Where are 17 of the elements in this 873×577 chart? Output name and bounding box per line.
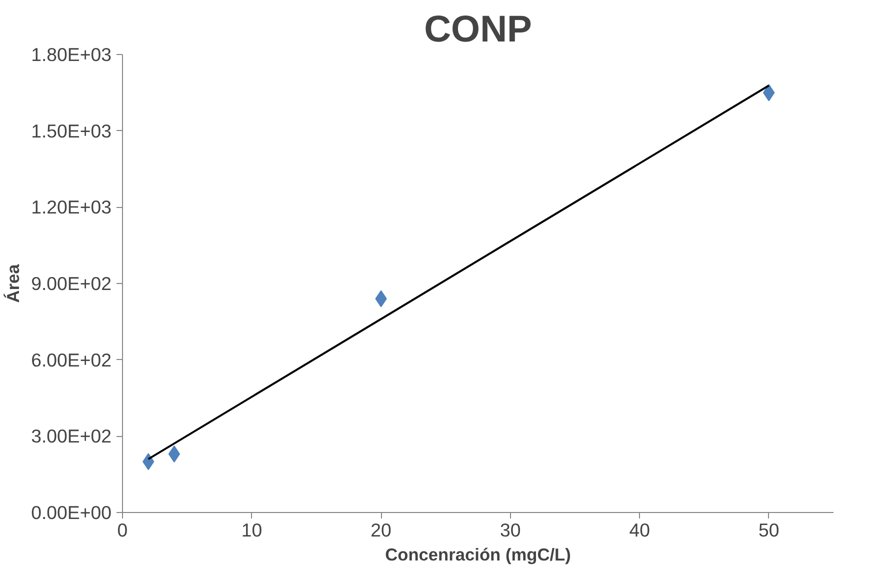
x-tick-label: 20	[370, 520, 392, 540]
y-tick-label: 1.50E+03	[31, 120, 112, 142]
point	[168, 445, 180, 462]
y-tick-label: 1.20E+03	[31, 196, 112, 218]
y-tick-label: 0.00E+00	[31, 502, 112, 523]
chart-title: CONP	[424, 8, 532, 50]
x-axis-title: Concenración (mgC/L)	[385, 544, 571, 564]
x-tick-label: 0	[117, 520, 128, 540]
x-tick-label: 40	[629, 520, 650, 540]
y-tick-label: 1.80E+03	[31, 44, 112, 65]
x-tick-label: 30	[500, 520, 521, 540]
y-tick-label: 9.00E+02	[31, 273, 112, 294]
y-tick-label: 6.00E+02	[31, 349, 112, 370]
y-axis-title: Área	[3, 264, 24, 303]
x-tick-label: 50	[758, 520, 780, 540]
x-tick-label: 10	[241, 520, 262, 540]
y-tick-label: 3.00E+02	[31, 426, 112, 447]
